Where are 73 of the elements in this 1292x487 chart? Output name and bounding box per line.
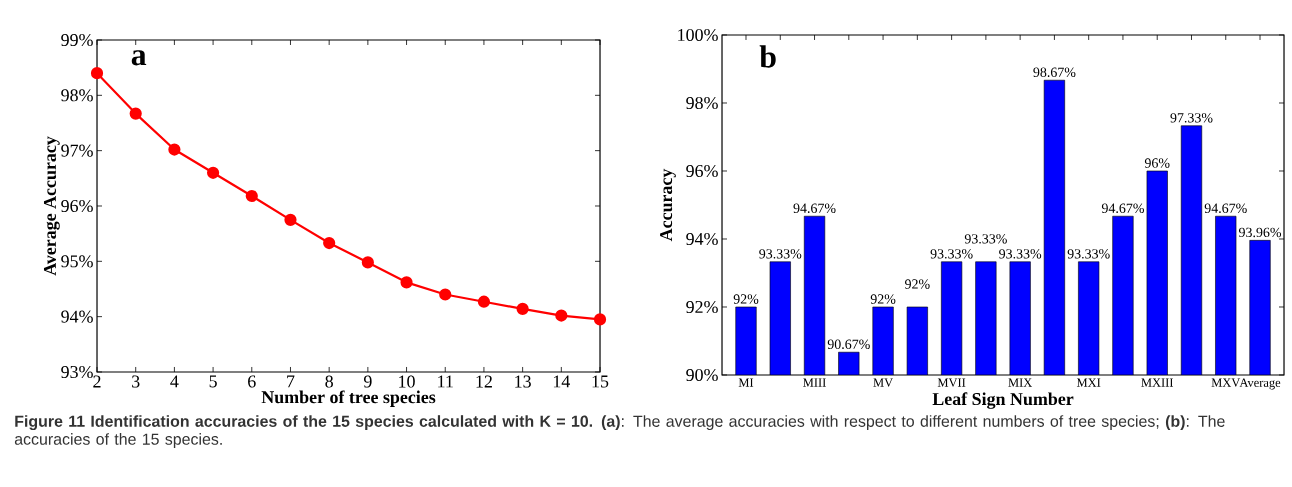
data-label: 97.33% bbox=[1170, 113, 1213, 123]
point bbox=[593, 313, 607, 326]
point bbox=[323, 236, 336, 250]
x-tick-label: 3 bbox=[132, 375, 140, 388]
point bbox=[477, 295, 491, 308]
x-tick-label: 8 bbox=[325, 375, 333, 388]
x-tick-label: 10 bbox=[399, 375, 415, 388]
data-label: 93.33% bbox=[759, 249, 802, 259]
y-tick-label: 92% bbox=[686, 300, 718, 314]
x-tick-label: MI bbox=[738, 378, 754, 387]
data-label: 96% bbox=[1144, 158, 1170, 168]
x-tick-label: 15 bbox=[592, 375, 609, 388]
x-tick-label: 4 bbox=[170, 375, 179, 388]
x-tick-label: 5 bbox=[209, 375, 217, 388]
y-tick-label: 97% bbox=[61, 144, 93, 157]
data-label: 93.96% bbox=[1238, 227, 1282, 238]
x-tick-label: 7 bbox=[287, 375, 295, 388]
data-label: 92% bbox=[870, 294, 896, 304]
data-label: 90.67% bbox=[827, 339, 870, 350]
data-label: 93.33% bbox=[999, 249, 1042, 259]
data-label: 92% bbox=[905, 279, 930, 289]
x-tick-label: MV bbox=[873, 378, 893, 387]
x-tick-label: MXV bbox=[1211, 378, 1241, 387]
point bbox=[90, 67, 104, 80]
y-tick-label: 90% bbox=[686, 368, 718, 382]
y-tick-label: 98% bbox=[686, 96, 718, 110]
x-axis-title: Number of tree species bbox=[261, 390, 436, 407]
y-axis-title: Average Accuracy bbox=[43, 136, 60, 276]
x-tick-label: 9 bbox=[363, 375, 372, 388]
x-tick-label: 11 bbox=[438, 375, 453, 388]
y-tick-label: 96% bbox=[61, 199, 93, 213]
x-tick-label: MIX bbox=[1008, 378, 1033, 387]
y-tick-label: 95% bbox=[61, 255, 93, 268]
x-tick-label: MXI bbox=[1076, 378, 1101, 387]
x-tick-label: 13 bbox=[515, 375, 531, 388]
x-tick-label: 12 bbox=[476, 375, 492, 388]
data-label: 93.33% bbox=[964, 234, 1007, 244]
text: Figure 11 Identification accuracies of the 15 species calculated with K = 10. (a): The average accuracies with respect to different numbers of tree species; (b): The accuracies of the 15 species. bbox=[14, 415, 1225, 448]
y-tick-label: 93% bbox=[61, 365, 93, 379]
x-tick-label: MXIII bbox=[1141, 378, 1174, 387]
data-label: 98.67% bbox=[1033, 67, 1076, 78]
x-tick-label: 14 bbox=[553, 375, 571, 388]
point bbox=[400, 276, 413, 289]
x-tick-label: MIII bbox=[803, 378, 826, 387]
x-tick-label: Average bbox=[1239, 378, 1281, 390]
point bbox=[439, 288, 452, 301]
data-label: 93.33% bbox=[1067, 249, 1110, 259]
y-tick-label: 100% bbox=[678, 28, 718, 42]
point bbox=[516, 302, 529, 316]
x-tick-label: MVII bbox=[937, 378, 966, 387]
point bbox=[168, 143, 181, 156]
y-tick-label: 98% bbox=[61, 89, 93, 102]
x-tick-label: 6 bbox=[248, 375, 256, 388]
x-tick-label: 2 bbox=[93, 375, 101, 388]
y-tick-label: 94% bbox=[686, 232, 718, 246]
point bbox=[555, 309, 568, 322]
point bbox=[245, 189, 258, 203]
point bbox=[206, 166, 220, 179]
data-label: 92% bbox=[733, 294, 759, 304]
y-tick-label: 99% bbox=[61, 33, 93, 47]
data-label: 94.67% bbox=[793, 203, 836, 214]
x-axis-title: Leaf Sign Number bbox=[932, 392, 1074, 409]
point bbox=[284, 213, 297, 226]
point bbox=[129, 107, 142, 120]
data-label: 94.67% bbox=[1101, 203, 1144, 214]
annotation: a bbox=[131, 50, 147, 66]
point bbox=[361, 256, 374, 269]
data-label: 94.67% bbox=[1204, 203, 1247, 214]
data-label: 93.33% bbox=[930, 249, 973, 259]
y-axis-title: Accuracy bbox=[660, 168, 676, 242]
annotation: b bbox=[759, 45, 776, 68]
y-tick-label: 96% bbox=[686, 164, 718, 178]
y-tick-label: 94% bbox=[61, 310, 93, 323]
